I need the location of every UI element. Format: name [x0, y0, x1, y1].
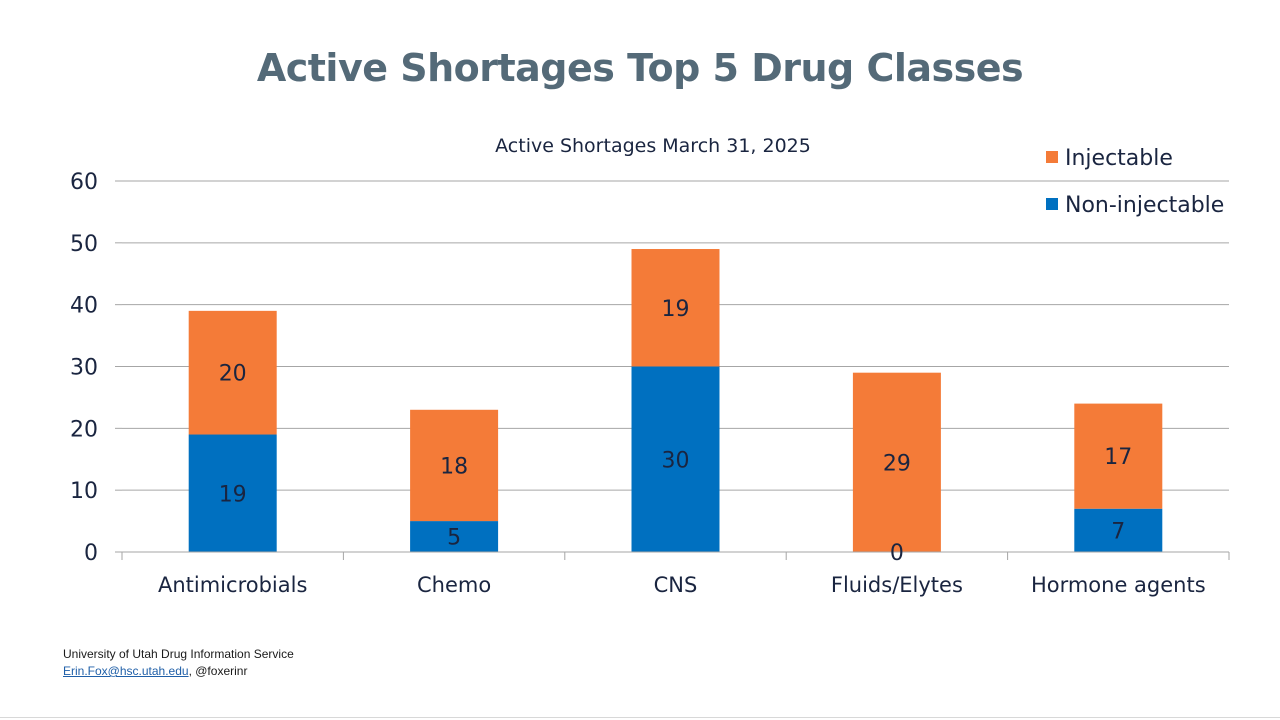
x-tick-label: CNS	[654, 573, 698, 597]
data-label: 30	[662, 448, 690, 473]
x-tick-label: Hormone agents	[1031, 573, 1206, 597]
bar-non-injectable	[1074, 508, 1163, 552]
data-label: 19	[662, 297, 690, 322]
legend-swatch	[1046, 198, 1058, 210]
y-tick-label: 20	[70, 417, 98, 442]
footer-org: University of Utah Drug Information Serv…	[63, 647, 294, 661]
data-label: 19	[219, 482, 247, 507]
y-tick-label: 40	[70, 294, 98, 319]
bar-injectable	[852, 372, 941, 552]
footer: University of Utah Drug Information Serv…	[63, 646, 294, 680]
bar-injectable	[410, 409, 499, 522]
x-tick-label: Antimicrobials	[158, 573, 307, 597]
data-label: 17	[1104, 445, 1132, 470]
slide-title: Active Shortages Top 5 Drug Classes	[256, 46, 1024, 90]
chart-title: Active Shortages March 31, 2025	[495, 135, 811, 157]
footer-contact: Erin.Fox@hsc.utah.edu, @foxerinr	[63, 663, 294, 680]
data-label: 7	[1111, 519, 1125, 544]
data-labels: 19 20 5 18 30 19 0 29 7 17	[219, 297, 1133, 566]
data-label: 18	[440, 454, 468, 479]
y-tick-label: 50	[70, 232, 98, 257]
bar-injectable	[631, 249, 720, 367]
bar-non-injectable	[410, 521, 499, 552]
bar-non-injectable	[631, 366, 720, 552]
data-label: 5	[447, 526, 461, 551]
y-tick-label: 0	[84, 541, 98, 566]
footer-separator: ,	[188, 664, 196, 678]
footer-handle: @foxerinr	[195, 664, 248, 678]
legend: Injectable Non-injectable	[1046, 146, 1224, 218]
y-tick-label: 10	[70, 479, 98, 504]
data-label: 20	[219, 362, 247, 387]
y-tick-label: 60	[70, 170, 98, 195]
footer-email-link[interactable]: Erin.Fox@hsc.utah.edu	[63, 664, 189, 678]
data-label: 0	[890, 541, 904, 566]
y-tick-label: 30	[70, 356, 98, 381]
x-tick-label: Fluids/Elytes	[831, 573, 963, 597]
bar-non-injectable	[188, 434, 277, 552]
bar-injectable	[1074, 403, 1163, 509]
data-label: 29	[883, 451, 911, 476]
bar-injectable	[188, 310, 277, 435]
stacked-bar-chart: Active Shortages March 31, 2025 0 10 20 30 4…	[70, 135, 1230, 597]
x-tick-label: Chemo	[417, 573, 491, 597]
legend-swatch	[1046, 151, 1058, 163]
legend-label: Non-injectable	[1065, 193, 1224, 218]
bars	[188, 249, 1163, 552]
bottom-rule	[0, 717, 1280, 718]
legend-label: Injectable	[1065, 146, 1173, 171]
